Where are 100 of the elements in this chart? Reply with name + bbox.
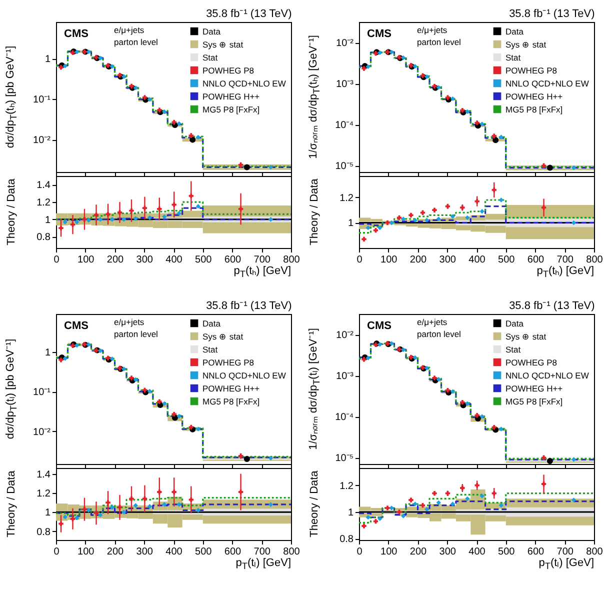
legend-label: MG5 P8 [FxFx] bbox=[202, 396, 260, 406]
x-tick-label: 600 bbox=[224, 546, 242, 558]
x-tick-label: 800 bbox=[283, 546, 300, 558]
y-axis-title: Theory / Data bbox=[308, 178, 320, 246]
legend-label: NNLO QCD+NLO EW bbox=[202, 78, 286, 88]
legend-label: POWHEG H++ bbox=[202, 91, 260, 102]
x-tick-label: 200 bbox=[410, 546, 428, 558]
annotation: CMS bbox=[64, 28, 88, 40]
x-tick-label: 100 bbox=[78, 254, 95, 266]
annotation: e/μ+jets bbox=[114, 317, 144, 327]
y-tick-label: 1 bbox=[44, 508, 51, 519]
x-tick-label: 200 bbox=[410, 254, 428, 266]
chart-title: 35.8 fb⁻¹ (13 TeV) bbox=[206, 8, 292, 20]
y-tick-label: 10⁻² bbox=[336, 38, 354, 50]
annotation: parton level bbox=[417, 329, 462, 339]
y-tick-label: 1 bbox=[44, 214, 51, 226]
legend-label: MG5 P8 [FxFx] bbox=[506, 396, 563, 406]
x-tick-label: 500 bbox=[498, 546, 516, 558]
y-tick-label: 1.4 bbox=[36, 180, 51, 192]
x-tick-label: 700 bbox=[556, 254, 574, 266]
y-tick-label: 1 bbox=[348, 508, 354, 518]
y-tick-label: 1.2 bbox=[36, 488, 51, 500]
y-tick-label: 1.2 bbox=[340, 480, 354, 492]
y-tick-label: 0.8 bbox=[36, 526, 51, 538]
annotation: CMS bbox=[367, 320, 392, 332]
legend-label: MG5 P8 [FxFx] bbox=[506, 104, 563, 114]
legend-label: NNLO QCD+NLO EW bbox=[202, 370, 286, 380]
x-tick-label: 700 bbox=[254, 546, 271, 558]
annotation: e/μ+jets bbox=[114, 25, 144, 35]
x-tick-label: 700 bbox=[556, 546, 574, 558]
y-axis-title: Theory / Data bbox=[6, 178, 18, 246]
y-tick-label: 10⁻⁴ bbox=[335, 412, 354, 424]
x-tick-label: 300 bbox=[439, 546, 456, 558]
chart-title: 35.8 fb⁻¹ (13 TeV) bbox=[509, 300, 595, 312]
legend-label: Sys ⊕ stat bbox=[506, 331, 547, 342]
annotation: parton level bbox=[114, 329, 158, 339]
x-tick-label: 800 bbox=[586, 546, 604, 558]
x-tick-label: 400 bbox=[166, 546, 183, 558]
legend-label: NNLO QCD+NLO EW bbox=[506, 78, 589, 88]
x-axis-title: p$_{T}$(tₕ) [GeV] bbox=[234, 265, 291, 280]
x-tick-label: 300 bbox=[439, 254, 456, 266]
legend-label: NNLO QCD+NLO EW bbox=[506, 370, 589, 380]
chart-title: 35.8 fb⁻¹ (13 TeV) bbox=[509, 8, 595, 20]
y-tick-label: 10⁻³ bbox=[336, 79, 354, 90]
y-tick-label: 1.2 bbox=[340, 192, 354, 204]
x-tick-label: 0 bbox=[54, 254, 60, 266]
y-tick-label: 1.4 bbox=[36, 469, 51, 480]
x-tick-label: 600 bbox=[527, 546, 545, 558]
y-tick-label: 0.8 bbox=[36, 232, 51, 244]
legend-label: Data bbox=[202, 26, 221, 36]
y-tick-label: 10⁻⁵ bbox=[335, 453, 354, 464]
y-tick-label: 0.8 bbox=[340, 534, 354, 546]
y-tick-label: 10⁻¹ bbox=[33, 387, 52, 398]
y-tick-label: 10⁻⁵ bbox=[335, 161, 354, 172]
y-tick-label: 10⁻¹ bbox=[33, 94, 52, 106]
x-tick-label: 0 bbox=[356, 546, 363, 558]
x-tick-label: 700 bbox=[254, 254, 271, 266]
x-tick-label: 500 bbox=[498, 254, 516, 266]
x-tick-label: 200 bbox=[106, 546, 124, 558]
x-tick-label: 300 bbox=[136, 254, 154, 266]
legend-label: Sys ⊕ stat bbox=[202, 331, 244, 342]
x-tick-label: 800 bbox=[283, 254, 300, 266]
y-axis-title: Theory / Data bbox=[308, 470, 320, 538]
legend-label: POWHEG H++ bbox=[506, 383, 563, 394]
x-tick-label: 400 bbox=[468, 546, 486, 558]
x-tick-label: 800 bbox=[586, 254, 604, 266]
y-tick-label: 10⁻³ bbox=[336, 371, 354, 382]
x-tick-label: 0 bbox=[356, 254, 363, 266]
chart-title: 35.8 fb⁻¹ (13 TeV) bbox=[206, 300, 292, 312]
y-tick-label: 10⁻² bbox=[33, 135, 52, 146]
x-tick-label: 600 bbox=[224, 254, 242, 266]
y-tick-label: 10⁻² bbox=[33, 426, 52, 438]
x-tick-label: 100 bbox=[380, 546, 398, 558]
legend-label: Stat bbox=[202, 344, 218, 354]
legend-label: POWHEG H++ bbox=[506, 91, 563, 102]
legend-label: POWHEG P8 bbox=[202, 357, 254, 368]
x-axis-title: p$_{T}$(tₗ) [GeV] bbox=[236, 557, 291, 572]
x-tick-label: 400 bbox=[166, 254, 183, 266]
x-tick-label: 400 bbox=[468, 254, 486, 266]
annotation: parton level bbox=[417, 37, 462, 47]
x-tick-label: 500 bbox=[195, 546, 212, 558]
x-tick-label: 100 bbox=[380, 254, 398, 266]
x-tick-label: 600 bbox=[527, 254, 545, 266]
y-tick-label: 1 bbox=[348, 218, 354, 230]
legend-label: Stat bbox=[506, 52, 522, 62]
legend-label: POWHEG P8 bbox=[202, 65, 254, 76]
legend-label: POWHEG H++ bbox=[202, 383, 260, 394]
legend-label: POWHEG P8 bbox=[506, 65, 558, 76]
legend-label: POWHEG P8 bbox=[506, 357, 558, 368]
y-tick-label: 1 bbox=[44, 347, 51, 358]
y-tick-label: 1.2 bbox=[36, 198, 51, 209]
legend-label: Sys ⊕ stat bbox=[202, 39, 244, 50]
legend-label: Stat bbox=[202, 52, 218, 62]
legend-label: Sys ⊕ stat bbox=[506, 39, 547, 50]
annotation: parton level bbox=[114, 37, 158, 47]
legend-label: Data bbox=[202, 318, 221, 328]
legend-label: Data bbox=[506, 26, 524, 36]
annotation: e/μ+jets bbox=[417, 317, 448, 327]
x-tick-label: 500 bbox=[195, 254, 212, 266]
x-axis-title: p$_{T}$(tₕ) [GeV] bbox=[536, 265, 594, 280]
